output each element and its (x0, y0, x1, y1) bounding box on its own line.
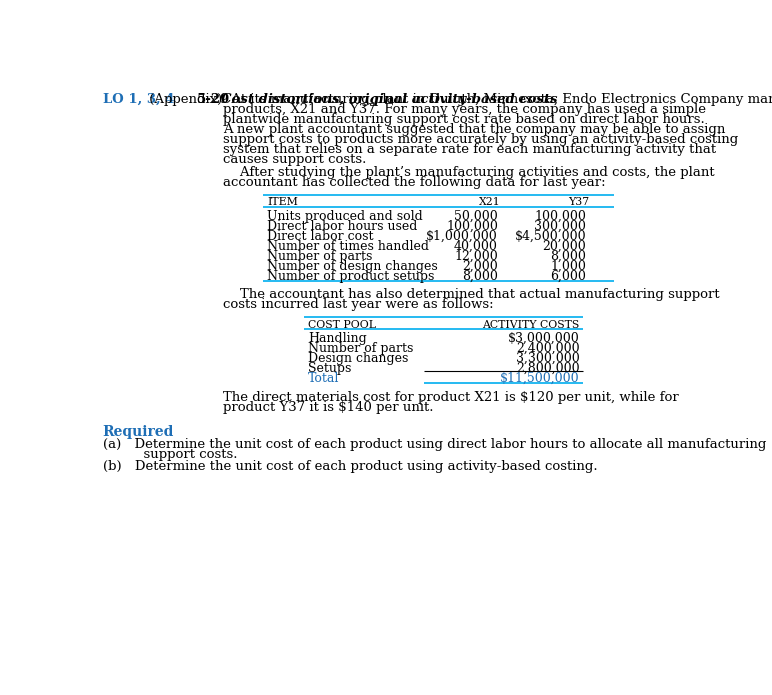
Text: costs incurred last year were as follows:: costs incurred last year were as follows… (223, 298, 493, 311)
Text: $3,000,000: $3,000,000 (507, 332, 579, 345)
Text: COST POOL: COST POOL (308, 320, 376, 330)
Text: causes support costs.: causes support costs. (223, 153, 366, 165)
Text: Number of product setups: Number of product setups (267, 270, 435, 283)
Text: Direct labor cost: Direct labor cost (267, 230, 374, 243)
Text: (a) Determine the unit cost of each product using direct labor hours to allocate: (a) Determine the unit cost of each prod… (103, 439, 766, 451)
Text: $4,500,000: $4,500,000 (515, 230, 586, 243)
Text: accountant has collected the following data for last year:: accountant has collected the following d… (223, 176, 605, 189)
Text: Required: Required (103, 425, 174, 439)
Text: At its manufacturing plant in Duluth, Minnesota, Endo Electronics Company manufa: At its manufacturing plant in Duluth, Mi… (223, 92, 772, 106)
Text: Number of parts: Number of parts (308, 342, 414, 355)
Text: Direct labor hours used: Direct labor hours used (267, 220, 418, 233)
Text: Total: Total (308, 372, 340, 385)
Text: Number of design changes: Number of design changes (267, 260, 438, 272)
Text: $11,500,000: $11,500,000 (499, 372, 579, 385)
Text: 8,000: 8,000 (550, 250, 586, 263)
Text: support costs.: support costs. (118, 448, 238, 461)
Text: After studying the plant’s manufacturing activities and costs, the plant: After studying the plant’s manufacturing… (223, 166, 714, 179)
Text: Units produced and sold: Units produced and sold (267, 210, 423, 222)
Text: 100,000: 100,000 (446, 220, 498, 233)
Text: The direct materials cost for product X21 is $120 per unit, while for: The direct materials cost for product X2… (223, 391, 679, 404)
Text: products, X21 and Y37. For many years, the company has used a simple: products, X21 and Y37. For many years, t… (223, 103, 706, 115)
Text: 5-29: 5-29 (198, 92, 231, 106)
Text: 100,000: 100,000 (534, 210, 586, 222)
Text: Y37: Y37 (568, 197, 589, 207)
Text: (Appendix): (Appendix) (144, 92, 222, 106)
Text: 300,000: 300,000 (534, 220, 586, 233)
Text: 8,000: 8,000 (462, 270, 498, 283)
Text: 20,000: 20,000 (543, 240, 586, 253)
Text: support costs to products more accurately by using an activity-based costing: support costs to products more accuratel… (223, 133, 738, 146)
Text: X21: X21 (479, 197, 501, 207)
Text: system that relies on a separate rate for each manufacturing activity that: system that relies on a separate rate fo… (223, 142, 716, 156)
Text: Cost distortions, original activity-based costs: Cost distortions, original activity-base… (221, 92, 557, 106)
Text: ACTIVITY COSTS: ACTIVITY COSTS (482, 320, 579, 330)
Text: Number of parts: Number of parts (267, 250, 372, 263)
Text: A new plant accountant suggested that the company may be able to assign: A new plant accountant suggested that th… (223, 123, 725, 136)
Text: 6,000: 6,000 (550, 270, 586, 283)
Text: LO 1, 3, 4: LO 1, 3, 4 (103, 92, 174, 106)
Text: Setups: Setups (308, 362, 351, 375)
Text: 2,800,000: 2,800,000 (516, 362, 579, 375)
Text: Design changes: Design changes (308, 352, 408, 365)
Text: product Y37 it is $140 per unit.: product Y37 it is $140 per unit. (223, 400, 433, 414)
Text: 40,000: 40,000 (454, 240, 498, 253)
Text: 2,400,000: 2,400,000 (516, 342, 579, 355)
Text: plantwide manufacturing support cost rate based on direct labor hours.: plantwide manufacturing support cost rat… (223, 113, 705, 126)
Text: 50,000: 50,000 (454, 210, 498, 222)
Text: The accountant has also determined that actual manufacturing support: The accountant has also determined that … (223, 288, 720, 301)
Text: ITEM: ITEM (267, 197, 298, 207)
Text: (b) Determine the unit cost of each product using activity-based costing.: (b) Determine the unit cost of each prod… (103, 460, 598, 473)
Text: $1,000,000: $1,000,000 (426, 230, 498, 243)
Text: 1,000: 1,000 (550, 260, 586, 272)
Text: 12,000: 12,000 (454, 250, 498, 263)
Text: Number of times handled: Number of times handled (267, 240, 429, 253)
Text: 3,300,000: 3,300,000 (516, 352, 579, 365)
Text: Handling: Handling (308, 332, 367, 345)
Text: 2,000: 2,000 (462, 260, 498, 272)
